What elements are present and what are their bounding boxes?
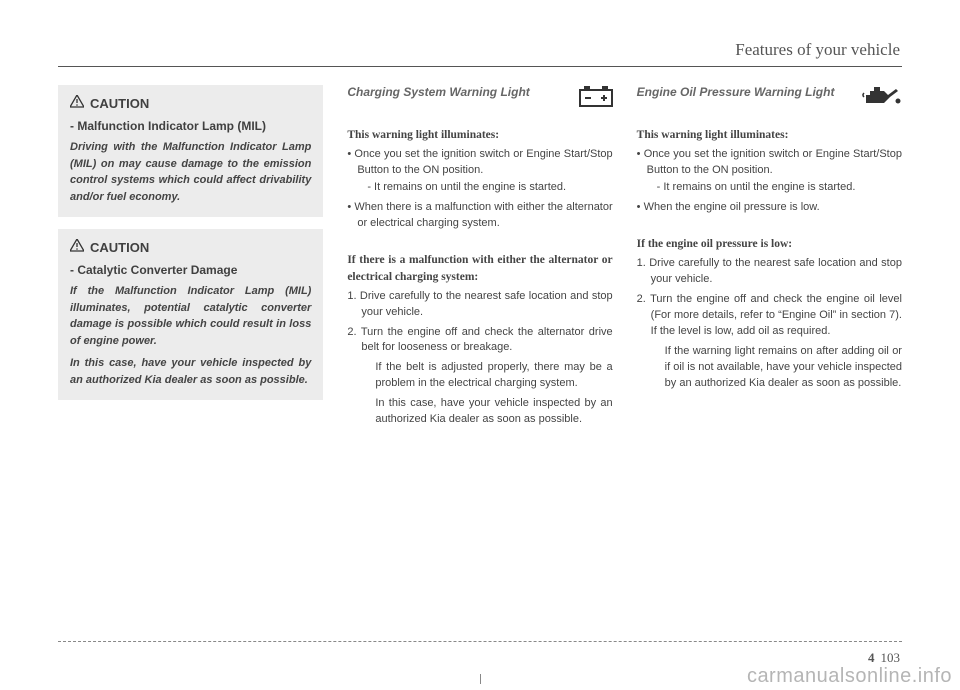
spacer bbox=[347, 242, 612, 252]
malfunction-heading: If there is a malfunction with either th… bbox=[347, 252, 612, 285]
illuminates-heading: This warning light illuminates: bbox=[347, 127, 612, 144]
list-item: Once you set the ignition switch or Engi… bbox=[347, 147, 612, 197]
list-item: 2. Turn the engine off and check the eng… bbox=[637, 292, 902, 392]
page-number-value: 103 bbox=[881, 650, 901, 665]
caution-title: CAUTION - Malfunction Indicator Lamp (MI… bbox=[70, 95, 311, 135]
caution-label: CAUTION bbox=[90, 239, 149, 258]
caution-text: Driving with the Malfunction Indicator L… bbox=[70, 139, 311, 205]
bullet-list: Once you set the ignition switch or Engi… bbox=[637, 147, 902, 217]
sub-paragraph: If the belt is adjusted properly, there … bbox=[361, 360, 612, 392]
footer-rule bbox=[58, 641, 902, 642]
section-number: 4 bbox=[868, 650, 875, 665]
header-title: Features of your vehicle bbox=[735, 40, 900, 59]
header-rule bbox=[58, 66, 902, 67]
low-pressure-heading: If the engine oil pressure is low: bbox=[637, 236, 902, 253]
caution-label: CAUTION bbox=[90, 95, 149, 114]
caution-subtitle: - Catalytic Converter Damage bbox=[70, 262, 237, 279]
list-item: When there is a malfunction with either … bbox=[347, 200, 612, 232]
spacer bbox=[637, 226, 902, 236]
oil-can-icon bbox=[862, 85, 902, 113]
sub-paragraph: If the warning light remains on after ad… bbox=[651, 344, 902, 392]
warning-triangle-icon bbox=[70, 239, 84, 257]
illuminates-heading: This warning light illuminates: bbox=[637, 127, 902, 144]
warning-triangle-icon bbox=[70, 95, 84, 113]
numbered-list: 1. Drive carefully to the nearest safe l… bbox=[347, 289, 612, 429]
list-item: Once you set the ignition switch or Engi… bbox=[637, 147, 902, 197]
sub-paragraph: In this case, have your vehicle inspecte… bbox=[361, 396, 612, 428]
bottom-tick bbox=[480, 674, 481, 684]
watermark: carmanualsonline.info bbox=[747, 665, 952, 688]
caution-text: In this case, have your vehicle inspecte… bbox=[70, 355, 311, 388]
section-title: Engine Oil Pressure Warning Light bbox=[637, 85, 835, 101]
caution-body: Driving with the Malfunction Indicator L… bbox=[70, 139, 311, 205]
section-head-charging: Charging System Warning Light bbox=[347, 85, 612, 113]
caution-subtitle: - Malfunction Indicator Lamp (MIL) bbox=[70, 118, 266, 135]
page: Features of your vehicle CAUTION - Malfu… bbox=[0, 0, 960, 690]
list-text: 2. Turn the engine off and check the alt… bbox=[347, 326, 612, 354]
caution-body: If the Malfunction Indicator Lamp (MIL) … bbox=[70, 283, 311, 388]
list-item: 1. Drive carefully to the nearest safe l… bbox=[347, 289, 612, 321]
list-text: 2. Turn the engine off and check the eng… bbox=[637, 293, 902, 337]
sub-item: - It remains on until the engine is star… bbox=[647, 180, 902, 196]
caution-box-catalytic: CAUTION - Catalytic Converter Damage If … bbox=[58, 229, 323, 400]
columns: CAUTION - Malfunction Indicator Lamp (MI… bbox=[50, 85, 910, 432]
list-text: Once you set the ignition switch or Engi… bbox=[354, 148, 612, 176]
caution-box-mil: CAUTION - Malfunction Indicator Lamp (MI… bbox=[58, 85, 323, 217]
column-2: Charging System Warning Light This warni… bbox=[347, 85, 612, 432]
section-title: Charging System Warning Light bbox=[347, 85, 529, 101]
page-header: Features of your vehicle bbox=[50, 40, 910, 60]
sub-item: - It remains on until the engine is star… bbox=[357, 180, 612, 196]
caution-title: CAUTION - Catalytic Converter Damage bbox=[70, 239, 311, 279]
column-3: Engine Oil Pressure Warning Light This w… bbox=[637, 85, 902, 432]
section-head-oil: Engine Oil Pressure Warning Light bbox=[637, 85, 902, 113]
column-1: CAUTION - Malfunction Indicator Lamp (MI… bbox=[58, 85, 323, 432]
list-text: Once you set the ignition switch or Engi… bbox=[644, 148, 902, 176]
numbered-list: 1. Drive carefully to the nearest safe l… bbox=[637, 256, 902, 392]
caution-text: If the Malfunction Indicator Lamp (MIL) … bbox=[70, 283, 311, 349]
bullet-list: Once you set the ignition switch or Engi… bbox=[347, 147, 612, 233]
list-item: 1. Drive carefully to the nearest safe l… bbox=[637, 256, 902, 288]
list-item: When the engine oil pressure is low. bbox=[637, 200, 902, 216]
list-item: 2. Turn the engine off and check the alt… bbox=[347, 325, 612, 429]
battery-icon bbox=[579, 85, 613, 113]
page-number: 4 103 bbox=[868, 650, 900, 666]
